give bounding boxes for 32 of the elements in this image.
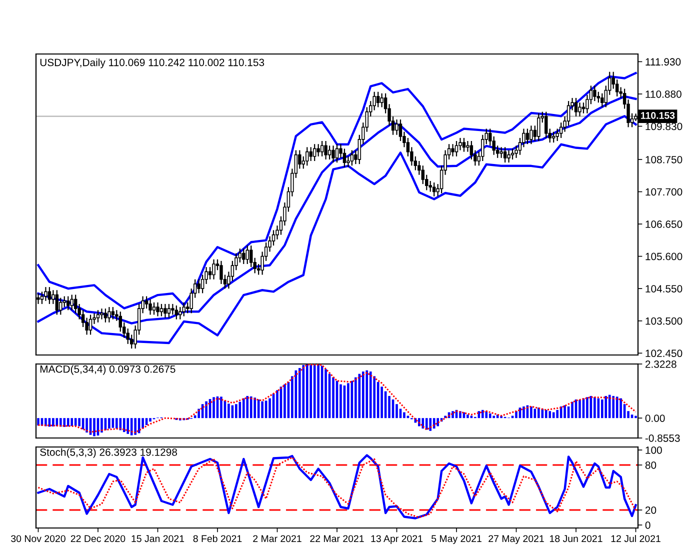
chart-title: USDJPY,Daily 110.069 110.242 110.002 110.153	[40, 58, 264, 68]
x-tick-label: 8 Feb 2021	[193, 534, 242, 542]
y-tick-label: 108.750	[646, 156, 682, 164]
ref-line-label: 110.153	[641, 112, 675, 119]
y-tick-label: 106.650	[646, 220, 682, 228]
y-tick-label: 110.880	[646, 90, 682, 98]
y-tick-label: 80	[645, 462, 656, 469]
chart-title: Stoch(5,3,3) 26.3923 19.1298	[40, 448, 177, 458]
y-tick-label: 102.450	[646, 350, 682, 358]
y-tick-label: 104.550	[646, 285, 682, 292]
y-tick-label: 105.600	[646, 252, 682, 260]
y-tick-label: 0	[645, 522, 650, 529]
y-tick-label: 0.00	[645, 414, 665, 422]
chart-title: MACD(5,34,4) 0.0973 0.2675	[40, 365, 176, 375]
x-tick-label: 13 Apr 2021	[371, 535, 422, 544]
y-tick-label: 2.3228	[645, 360, 676, 368]
y-tick-label: 100	[646, 446, 662, 454]
y-tick-label: 20	[645, 506, 656, 514]
y-tick-label: 103.500	[646, 317, 682, 325]
y-tick-label: -0.8553	[645, 434, 680, 442]
x-tick-label: 22 Mar 2021	[310, 535, 364, 542]
x-tick-label: 30 Nov 2020	[11, 535, 66, 542]
x-tick-label: 27 May 2021	[488, 535, 544, 544]
x-tick-label: 18 Jun 2021	[550, 535, 602, 542]
x-tick-label: 2 Mar 2021	[253, 535, 302, 542]
x-tick-label: 5 May 2021	[431, 535, 482, 544]
y-tick-label: 109.830	[646, 122, 682, 130]
x-tick-label: 22 Dec 2020	[70, 535, 126, 542]
x-tick-label: 15 Jan 2021	[132, 535, 184, 542]
x-tick-label: 12 Jul 2021	[611, 534, 660, 542]
y-tick-label: 111.930	[646, 58, 681, 66]
y-tick-label: 107.700	[646, 188, 682, 196]
